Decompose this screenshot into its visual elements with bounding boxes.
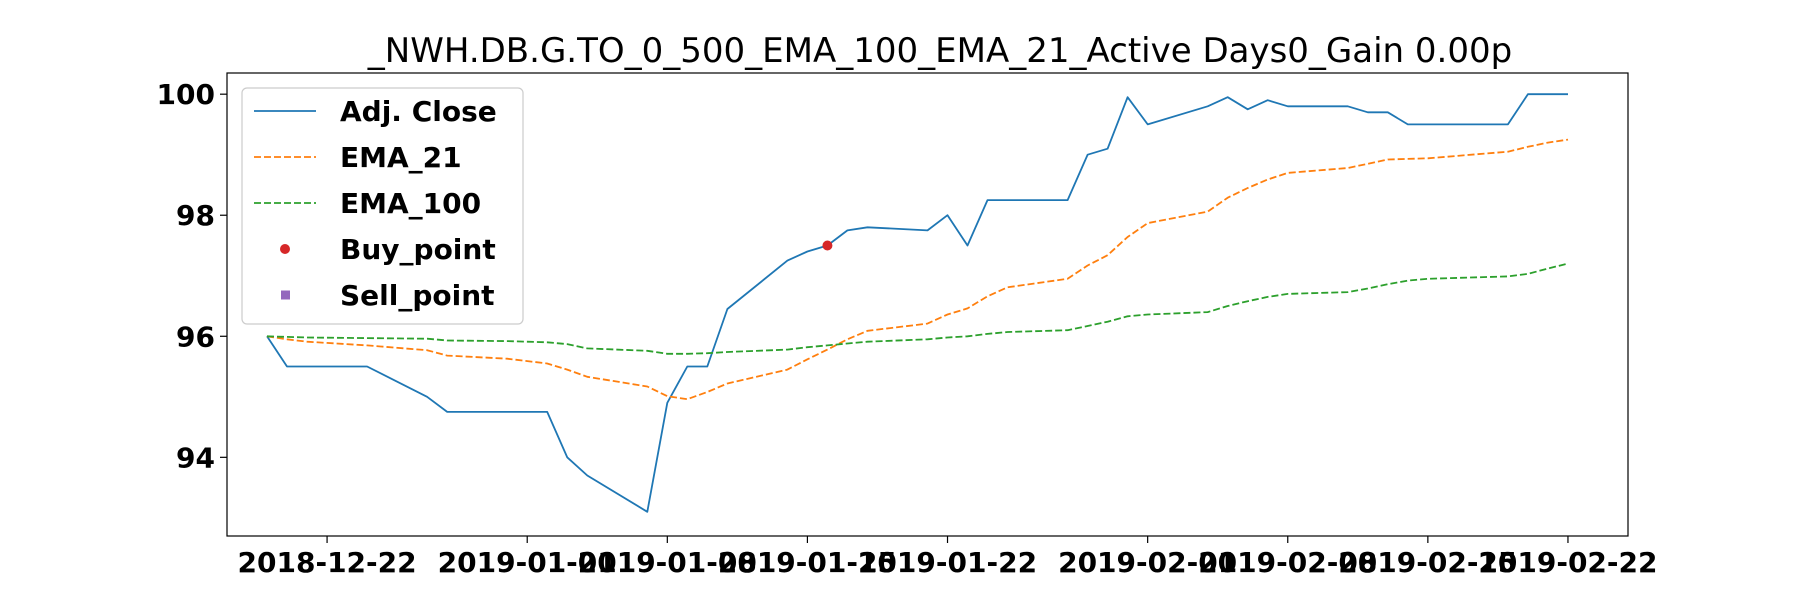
- x-tick-label: 2019-02-15: [1338, 546, 1517, 579]
- y-tick-label: 100: [157, 78, 215, 111]
- legend-entry-buy-point-swatch: [280, 244, 290, 254]
- legend: Adj. Close EMA_21 EMA_100 Buy_point Sell_poi…: [241, 87, 524, 325]
- series-line-ema-21: [266, 138, 1569, 401]
- x-tick-label: 2019-02-01: [1058, 546, 1237, 579]
- x-tick-label: 2019-02-08: [1198, 546, 1377, 579]
- x-tick-label: 2019-01-08: [578, 546, 757, 579]
- x-tick-label: 2019-01-01: [438, 546, 617, 579]
- legend-entry-ema-21: EMA_21: [254, 141, 462, 174]
- legend-entry-adj-close-label: Adj. Close: [340, 95, 497, 128]
- chart-title: _NWH.DB.G.TO_0_500_EMA_100_EMA_21_Active…: [367, 31, 1512, 71]
- legend-entry-ema-100: EMA_100: [254, 187, 481, 220]
- buy-sell-points: [822, 240, 833, 251]
- x-axis-ticks: 2018-12-22 2019-01-012019-01-082019-01-15…: [238, 536, 1658, 579]
- legend-entry-adj-close: Adj. Close: [254, 95, 497, 128]
- legend-entry-ema-100-label: EMA_100: [340, 187, 481, 220]
- series-lines: [266, 93, 1569, 513]
- x-tick-label: 2019-01-22: [858, 546, 1037, 579]
- legend-entry-buy-point-label: Buy_point: [340, 233, 496, 266]
- series-line-ema-100: [266, 262, 1569, 355]
- x-tick-label: 2019-02-22: [1478, 546, 1657, 579]
- legend-entry-sell-point-swatch: [281, 290, 290, 300]
- legend-entry-sell-point: Sell_point: [281, 279, 495, 312]
- buy-point-marker: [822, 240, 833, 251]
- y-axis-ticks: 94 96 98 100: [157, 78, 227, 474]
- x-tick-label: 2018-12-22: [238, 546, 417, 579]
- legend-entry-ema-21-label: EMA_21: [340, 141, 462, 174]
- plot-frame: [226, 72, 1629, 537]
- y-tick-label: 96: [176, 320, 215, 353]
- series-line-adj-close: [266, 93, 1568, 513]
- legend-entry-buy-point: Buy_point: [280, 233, 496, 266]
- y-tick-label: 98: [176, 199, 215, 232]
- y-tick-label: 94: [176, 441, 215, 474]
- x-tick-label: 2019-01-15: [718, 546, 897, 579]
- legend-entry-sell-point-label: Sell_point: [340, 279, 495, 312]
- legend-box: [241, 87, 524, 325]
